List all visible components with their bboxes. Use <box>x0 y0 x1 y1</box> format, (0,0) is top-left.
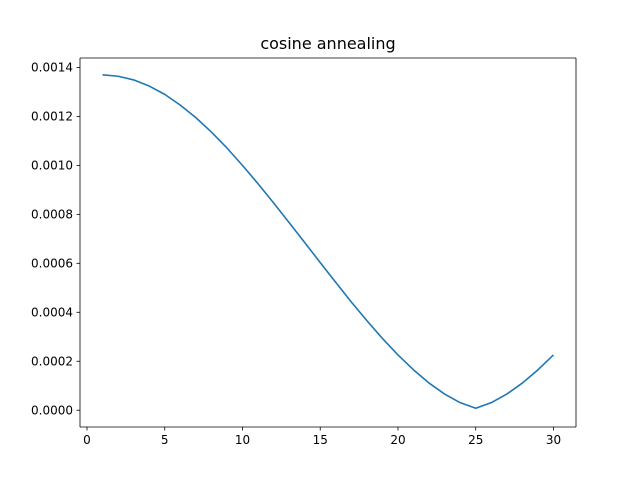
y-tick-label: 0.0008 <box>31 208 73 222</box>
x-tick-label: 5 <box>161 433 169 447</box>
y-tick-label: 0.0006 <box>31 257 73 271</box>
x-tick-label: 0 <box>83 433 91 447</box>
y-tick-label: 0.0004 <box>31 306 73 320</box>
x-tick-label: 20 <box>390 433 405 447</box>
x-tick-label: 25 <box>468 433 483 447</box>
y-tick-label: 0.0014 <box>31 61 73 75</box>
plot-area: 0 5 10 15 20 25 30 0.0000 0.0002 0.0004 0.0006 0.00… <box>31 57 577 447</box>
y-tick-label: 0.0002 <box>31 355 73 369</box>
y-tick-label: 0.0012 <box>31 110 73 124</box>
x-tick-label: 30 <box>546 433 561 447</box>
x-tick-label: 10 <box>235 433 250 447</box>
y-tick-label: 0.0000 <box>31 404 73 418</box>
x-tick-label: 15 <box>313 433 328 447</box>
y-tick-label: 0.0010 <box>31 159 73 173</box>
chart-title: cosine annealing <box>260 34 395 53</box>
series-line <box>102 73 555 410</box>
